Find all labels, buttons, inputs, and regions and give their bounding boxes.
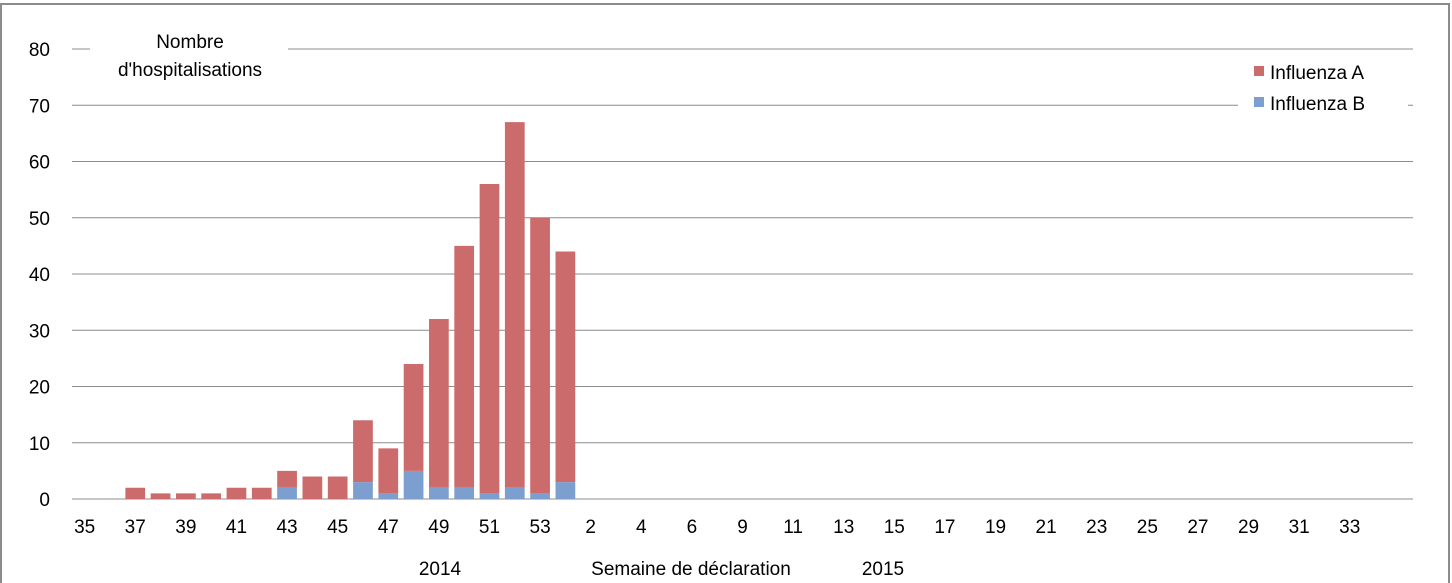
- bars: [125, 122, 576, 499]
- x-tick-label: 35: [74, 517, 95, 538]
- y-tick-label: 20: [29, 378, 50, 399]
- x-tick-label: 15: [884, 517, 905, 538]
- y-tick-label: 80: [29, 40, 50, 61]
- bar-influenza-b: [429, 487, 449, 499]
- x-axis-ticks: 35 37 39 41 43 45 47 49 51 53 2 4 6 9 11 13 15 17 19 21 23 25…: [74, 517, 1360, 538]
- bar-influenza-b: [504, 487, 525, 499]
- x-tick-label: 17: [934, 517, 955, 538]
- x-tick-label: 49: [428, 517, 449, 538]
- x-tick-label: 31: [1289, 517, 1310, 538]
- legend-background: [1238, 55, 1408, 121]
- x-tick-label: 2: [585, 517, 596, 538]
- bar-influenza-a: [175, 493, 196, 499]
- bar-influenza-b: [530, 493, 550, 499]
- bar-influenza-b: [353, 482, 373, 499]
- bar-influenza-a: [125, 487, 146, 499]
- y-tick-label: 10: [29, 434, 50, 455]
- y-tick-label: 30: [29, 321, 50, 342]
- legend-swatch-influenza-b: [1254, 97, 1264, 107]
- y-tick-label: 40: [29, 265, 50, 286]
- year-label-2015: 2015: [862, 559, 904, 580]
- bar-influenza-a: [302, 476, 323, 499]
- bar-influenza-a: [530, 217, 550, 494]
- y-axis-ticks: 0 10 20 30 40 50 60 70 80: [29, 40, 50, 511]
- x-tick-label: 27: [1187, 517, 1208, 538]
- bar-influenza-a: [201, 493, 222, 499]
- bar-influenza-a: [378, 448, 399, 494]
- y-tick-label: 70: [29, 96, 50, 117]
- x-tick-label: 4: [636, 517, 647, 538]
- x-tick-label: 25: [1137, 517, 1158, 538]
- chart-frame: [0, 3, 1450, 583]
- x-tick-label: 9: [737, 517, 748, 538]
- x-tick-label: 47: [378, 517, 399, 538]
- bar-influenza-a: [479, 184, 500, 494]
- y-tick-label: 0: [39, 490, 50, 511]
- x-tick-label: 33: [1339, 517, 1360, 538]
- bar-influenza-b: [479, 493, 500, 499]
- x-tick-label: 51: [479, 517, 500, 538]
- x-tick-label: 41: [226, 517, 247, 538]
- bar-influenza-a: [277, 470, 297, 488]
- y-axis-title-line-1: Nombre: [156, 32, 224, 53]
- bar-influenza-b: [403, 470, 424, 499]
- bar-influenza-a: [403, 364, 424, 471]
- bar-influenza-a: [226, 487, 247, 499]
- bar-influenza-a: [555, 251, 576, 483]
- bar-influenza-b: [277, 487, 297, 499]
- bar-influenza-b: [555, 482, 576, 499]
- x-axis-title: Semaine de déclaration: [591, 559, 791, 580]
- x-tick-label: 39: [175, 517, 196, 538]
- x-tick-label: 45: [327, 517, 348, 538]
- bar-influenza-a: [251, 487, 272, 499]
- bar-influenza-a: [454, 245, 475, 488]
- x-tick-label: 13: [833, 517, 854, 538]
- y-axis-title-mask: [90, 30, 288, 86]
- x-tick-label: 37: [125, 517, 146, 538]
- bar-influenza-a: [353, 420, 373, 483]
- legend: Influenza A Influenza B: [1238, 55, 1408, 121]
- y-axis-title-line-2: d'hospitalisations: [118, 60, 262, 81]
- x-tick-label: 53: [530, 517, 551, 538]
- y-tick-label: 50: [29, 209, 50, 230]
- legend-label-influenza-a: Influenza A: [1270, 63, 1364, 84]
- bar-influenza-a: [504, 122, 525, 488]
- x-tick-label: 11: [783, 517, 803, 538]
- year-label-2014: 2014: [419, 559, 462, 580]
- x-tick-label: 21: [1036, 517, 1057, 538]
- bar-influenza-a: [429, 319, 449, 488]
- bar-influenza-b: [378, 493, 399, 499]
- x-tick-label: 29: [1238, 517, 1259, 538]
- x-tick-label: 23: [1086, 517, 1107, 538]
- x-tick-label: 6: [687, 517, 698, 538]
- bar-influenza-b: [454, 487, 475, 499]
- x-tick-label: 19: [985, 517, 1006, 538]
- x-tick-label: 43: [276, 517, 297, 538]
- bar-influenza-a: [150, 493, 171, 499]
- gridlines: [72, 48, 1413, 500]
- legend-swatch-influenza-a: [1254, 66, 1264, 76]
- y-tick-label: 60: [29, 153, 50, 174]
- legend-label-influenza-b: Influenza B: [1270, 94, 1365, 115]
- bar-influenza-a: [327, 476, 348, 499]
